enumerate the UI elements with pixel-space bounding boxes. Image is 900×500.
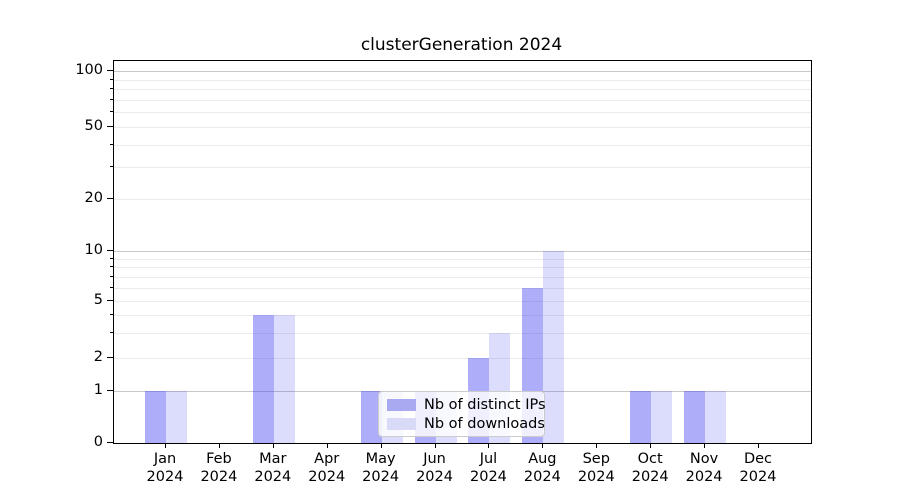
chart-title: clusterGeneration 2024	[360, 35, 563, 55]
legend-item-downloads: Nb of downloads	[387, 416, 545, 432]
x-axis-label: Jun 2024	[416, 451, 453, 485]
x-axis-tick	[757, 443, 759, 448]
bar-downloads-mar	[273, 314, 295, 443]
y-axis-label: 2	[93, 349, 103, 365]
gridline-minor	[114, 144, 811, 146]
x-axis-tick	[542, 443, 544, 448]
y-axis-label: 1	[93, 382, 103, 398]
y-axis-minor-tick	[110, 275, 113, 277]
gridline-minor	[114, 127, 811, 128]
plot-area	[113, 60, 812, 444]
y-axis-minor-tick	[110, 266, 113, 268]
x-axis-tick	[650, 443, 652, 448]
legend-swatch-distinct-ips	[387, 398, 416, 411]
x-axis-tick	[165, 443, 166, 448]
y-axis-minor-tick	[110, 98, 113, 100]
gridline-minor	[114, 99, 811, 101]
x-axis-label: Feb 2024	[200, 451, 238, 485]
gridline-major	[114, 71, 811, 72]
y-axis-tick	[107, 126, 113, 127]
x-axis-label: Jan 2024	[146, 451, 184, 485]
y-axis-label: 5	[93, 292, 103, 308]
x-axis-tick	[704, 443, 706, 448]
y-axis-minor-tick	[110, 111, 113, 113]
x-axis-tick	[326, 443, 328, 448]
x-axis-label: Oct 2024	[631, 451, 669, 485]
x-axis-label: Jul 2024	[470, 451, 507, 485]
y-axis-label: 0	[93, 434, 103, 450]
x-axis-label: Apr 2024	[308, 451, 346, 485]
y-axis-tick	[107, 442, 113, 443]
y-axis-label: 10	[84, 242, 103, 258]
y-axis-tick	[107, 357, 113, 358]
gridline-minor	[114, 301, 811, 302]
x-axis-label: Aug 2024	[523, 451, 561, 485]
gridline-minor	[114, 258, 811, 260]
x-axis-label: Sep 2024	[577, 451, 615, 485]
y-axis-tick	[107, 70, 113, 71]
x-axis-tick	[596, 443, 598, 448]
gridline-minor	[114, 314, 811, 316]
gridline-minor	[114, 287, 811, 289]
y-axis-minor-tick	[110, 88, 113, 90]
legend-label-downloads: Nb of downloads	[424, 415, 545, 432]
gridline-minor	[114, 112, 811, 114]
legend-item-distinct-ips: Nb of distinct IPs	[387, 397, 546, 413]
y-axis-minor-tick	[110, 257, 113, 259]
gridline-minor	[114, 358, 811, 359]
y-axis-minor-tick	[110, 166, 113, 168]
gridline-minor	[114, 332, 811, 334]
gridline-minor	[114, 89, 811, 91]
x-axis-tick	[272, 443, 274, 448]
bar-distinct-ips-nov	[684, 391, 706, 443]
y-axis-minor-tick	[110, 78, 113, 80]
y-axis-minor-tick	[110, 313, 113, 315]
bar-distinct-ips-jan	[145, 391, 166, 443]
bar-downloads-nov	[705, 391, 727, 443]
bar-downloads-oct	[651, 391, 673, 443]
x-axis-label: Mar 2024	[254, 451, 292, 485]
y-axis-label: 20	[84, 190, 103, 206]
y-axis-tick	[107, 390, 113, 391]
legend: Nb of distinct IPs Nb of downloads	[378, 391, 546, 437]
x-axis-label: Dec 2024	[739, 451, 777, 485]
y-axis-label: 50	[84, 118, 103, 134]
y-axis-minor-tick	[110, 143, 113, 145]
legend-label-distinct-ips: Nb of distinct IPs	[424, 396, 546, 413]
x-axis-label: Nov 2024	[685, 451, 723, 485]
y-axis-minor-tick	[110, 331, 113, 333]
bar-distinct-ips-may	[360, 391, 382, 443]
legend-swatch-downloads	[387, 417, 416, 430]
y-axis-tick	[107, 300, 113, 301]
x-axis-tick	[488, 443, 490, 448]
x-axis-tick	[380, 443, 382, 448]
y-axis-minor-tick	[110, 286, 113, 288]
bar-downloads-aug	[543, 251, 565, 443]
bar-distinct-ips-oct	[630, 391, 652, 443]
gridline-minor	[114, 199, 811, 200]
gridline-minor	[114, 79, 811, 81]
y-axis-label: 100	[75, 62, 103, 78]
x-axis-tick	[434, 443, 436, 448]
y-axis-tick	[107, 250, 113, 251]
bar-distinct-ips-mar	[252, 314, 274, 443]
x-axis-tick	[218, 443, 220, 448]
gridline-major	[114, 251, 811, 252]
gridline-minor	[114, 167, 811, 169]
gridline-minor	[114, 267, 811, 269]
x-axis-label: May 2024	[362, 451, 400, 485]
bar-downloads-jan	[166, 391, 187, 443]
y-axis-tick	[107, 198, 113, 199]
gridline-minor	[114, 276, 811, 278]
